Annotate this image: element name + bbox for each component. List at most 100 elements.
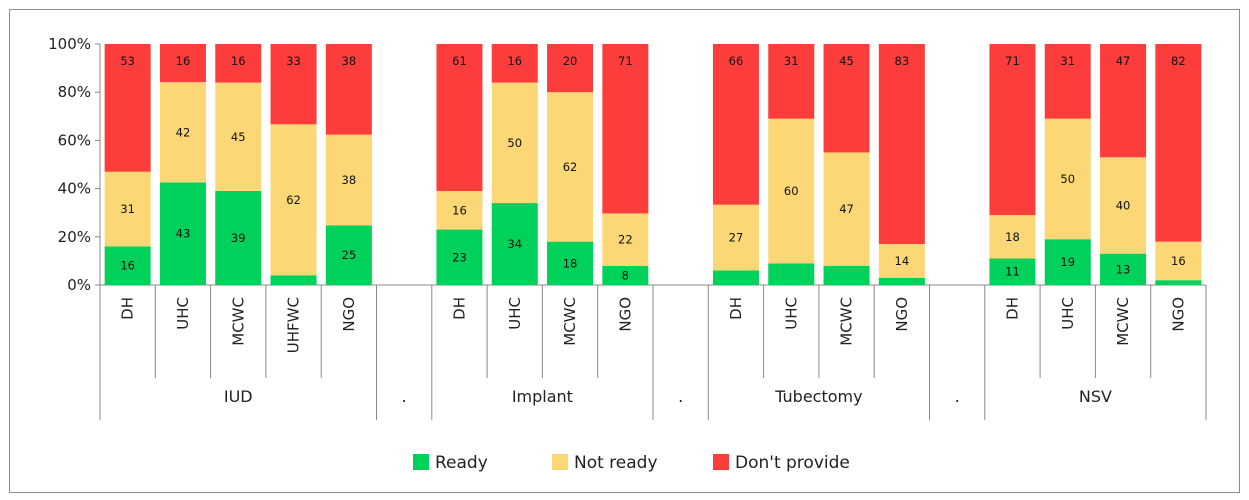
category-label: MCWC	[561, 297, 579, 346]
data-label: 16	[507, 54, 522, 68]
category-axis: DH UHC MCWC UHFWC NGO DH UHC MCWC NGO DH UHC MCWC NG…	[99, 285, 1207, 420]
data-label: 43	[176, 227, 191, 241]
category-label: NGO	[616, 297, 634, 332]
group-label: .	[402, 387, 407, 406]
bars	[104, 44, 1202, 285]
bar-segment-dont-provide	[1044, 44, 1091, 119]
data-label: 38	[342, 173, 357, 187]
category-label: NGO	[340, 297, 358, 332]
data-label: 71	[618, 54, 633, 68]
bar-segment-dont-provide	[989, 44, 1036, 216]
data-label: 61	[452, 54, 467, 68]
bar-segment-not-ready	[1100, 157, 1147, 254]
data-label: 14	[895, 254, 910, 268]
data-label: 16	[1171, 254, 1186, 268]
data-label: 20	[563, 54, 578, 68]
bar-segment-not-ready	[1044, 118, 1091, 240]
bar-segment-dont-provide	[436, 44, 483, 192]
data-label: 27	[729, 231, 744, 245]
bar-segment-dont-provide	[491, 44, 538, 83]
legend-swatch-ready	[413, 454, 429, 470]
data-label: 31	[1060, 54, 1075, 68]
legend-swatch-not-ready	[552, 454, 568, 470]
legend: Ready Not ready Don't provide	[413, 453, 850, 473]
category-label: UHC	[782, 297, 800, 330]
data-label: 62	[286, 193, 301, 207]
data-label: 19	[1060, 255, 1075, 269]
category-label: UHC	[1059, 297, 1077, 330]
data-label: 45	[231, 130, 246, 144]
bar-segment-ready	[547, 241, 594, 285]
bar-segment-dont-provide	[159, 44, 206, 83]
category-label: NGO	[893, 297, 911, 332]
bar-segment-not-ready	[989, 215, 1036, 259]
bar-segment-not-ready	[547, 92, 594, 242]
group-label: .	[955, 387, 960, 406]
data-label: 47	[839, 202, 854, 216]
bar-segment-ready	[159, 182, 206, 285]
group-label: Implant	[512, 387, 573, 406]
bar-segment-ready	[325, 225, 372, 285]
bar-segment-ready	[436, 229, 483, 285]
data-label: 16	[176, 54, 191, 68]
bar-segment-dont-provide	[823, 44, 870, 153]
data-label: 40	[1116, 198, 1131, 212]
group-label: IUD	[224, 387, 253, 406]
data-label: 13	[1116, 262, 1131, 276]
data-label: 16	[231, 54, 246, 68]
y-tick-label: 0%	[67, 276, 91, 294]
group-label: Tubectomy	[774, 387, 862, 406]
bar-segment-dont-provide	[104, 44, 151, 172]
bar-segment-not-ready	[878, 244, 925, 278]
bar-segment-not-ready	[768, 118, 815, 264]
data-label: 18	[1005, 230, 1020, 244]
bar-segment-ready	[491, 203, 538, 285]
bar-segment-dont-provide	[1100, 44, 1147, 158]
bar-segment-dont-provide	[768, 44, 815, 119]
data-label: 31	[784, 54, 799, 68]
bar-segment-ready	[104, 246, 151, 285]
data-label: 62	[563, 160, 578, 174]
data-label: 8	[622, 268, 629, 282]
y-tick-label: 20%	[58, 228, 91, 246]
data-label: 16	[120, 259, 135, 273]
data-label: 83	[895, 54, 910, 68]
bar-segment-ready	[215, 191, 262, 285]
bar-segment-ready	[878, 277, 925, 285]
data-label: 53	[120, 54, 135, 68]
legend-swatch-dont-provide	[713, 454, 729, 470]
bar-segment-dont-provide	[712, 44, 759, 205]
category-label: UHFWC	[285, 297, 303, 353]
bar-segment-not-ready	[270, 124, 317, 276]
data-labels: 16 31 53 43 42 16 39 45 16 62 33 25 38 38 23 16 61 34 50 16…	[120, 54, 1185, 282]
y-tick-label: 80%	[58, 83, 91, 101]
bar-segment-not-ready	[1155, 241, 1202, 281]
data-label: 33	[286, 54, 301, 68]
bar-segment-not-ready	[325, 134, 372, 226]
category-label: DH	[1003, 297, 1021, 320]
data-label: 82	[1171, 54, 1186, 68]
category-label: MCWC	[229, 297, 247, 346]
category-label: MCWC	[1114, 297, 1132, 346]
bar-segment-ready	[768, 263, 815, 285]
category-label: DH	[450, 297, 468, 320]
legend-label: Ready	[435, 453, 488, 473]
group-label: NSV	[1079, 387, 1112, 406]
y-tick-label: 60%	[58, 131, 91, 149]
y-tick-label: 100%	[48, 35, 91, 53]
bar-segment-ready	[989, 258, 1036, 285]
legend-label: Not ready	[574, 453, 658, 473]
data-label: 18	[563, 256, 578, 270]
data-label: 16	[452, 203, 467, 217]
stacked-bar-chart: 0% 20% 40% 60% 80% 100% 16 31 53 43 42 16 39 45 16 62 3…	[48, 35, 1207, 473]
bar-segment-not-ready	[159, 82, 206, 183]
category-label: UHC	[174, 297, 192, 330]
bar-segment-dont-provide	[215, 44, 262, 83]
group-label: .	[678, 387, 683, 406]
bar-segment-not-ready	[602, 213, 649, 266]
category-label: NGO	[1169, 297, 1187, 332]
data-label: 34	[507, 237, 522, 251]
bar-segment-ready	[1044, 239, 1091, 285]
data-label: 39	[231, 231, 246, 245]
bar-segment-dont-provide	[270, 44, 317, 125]
